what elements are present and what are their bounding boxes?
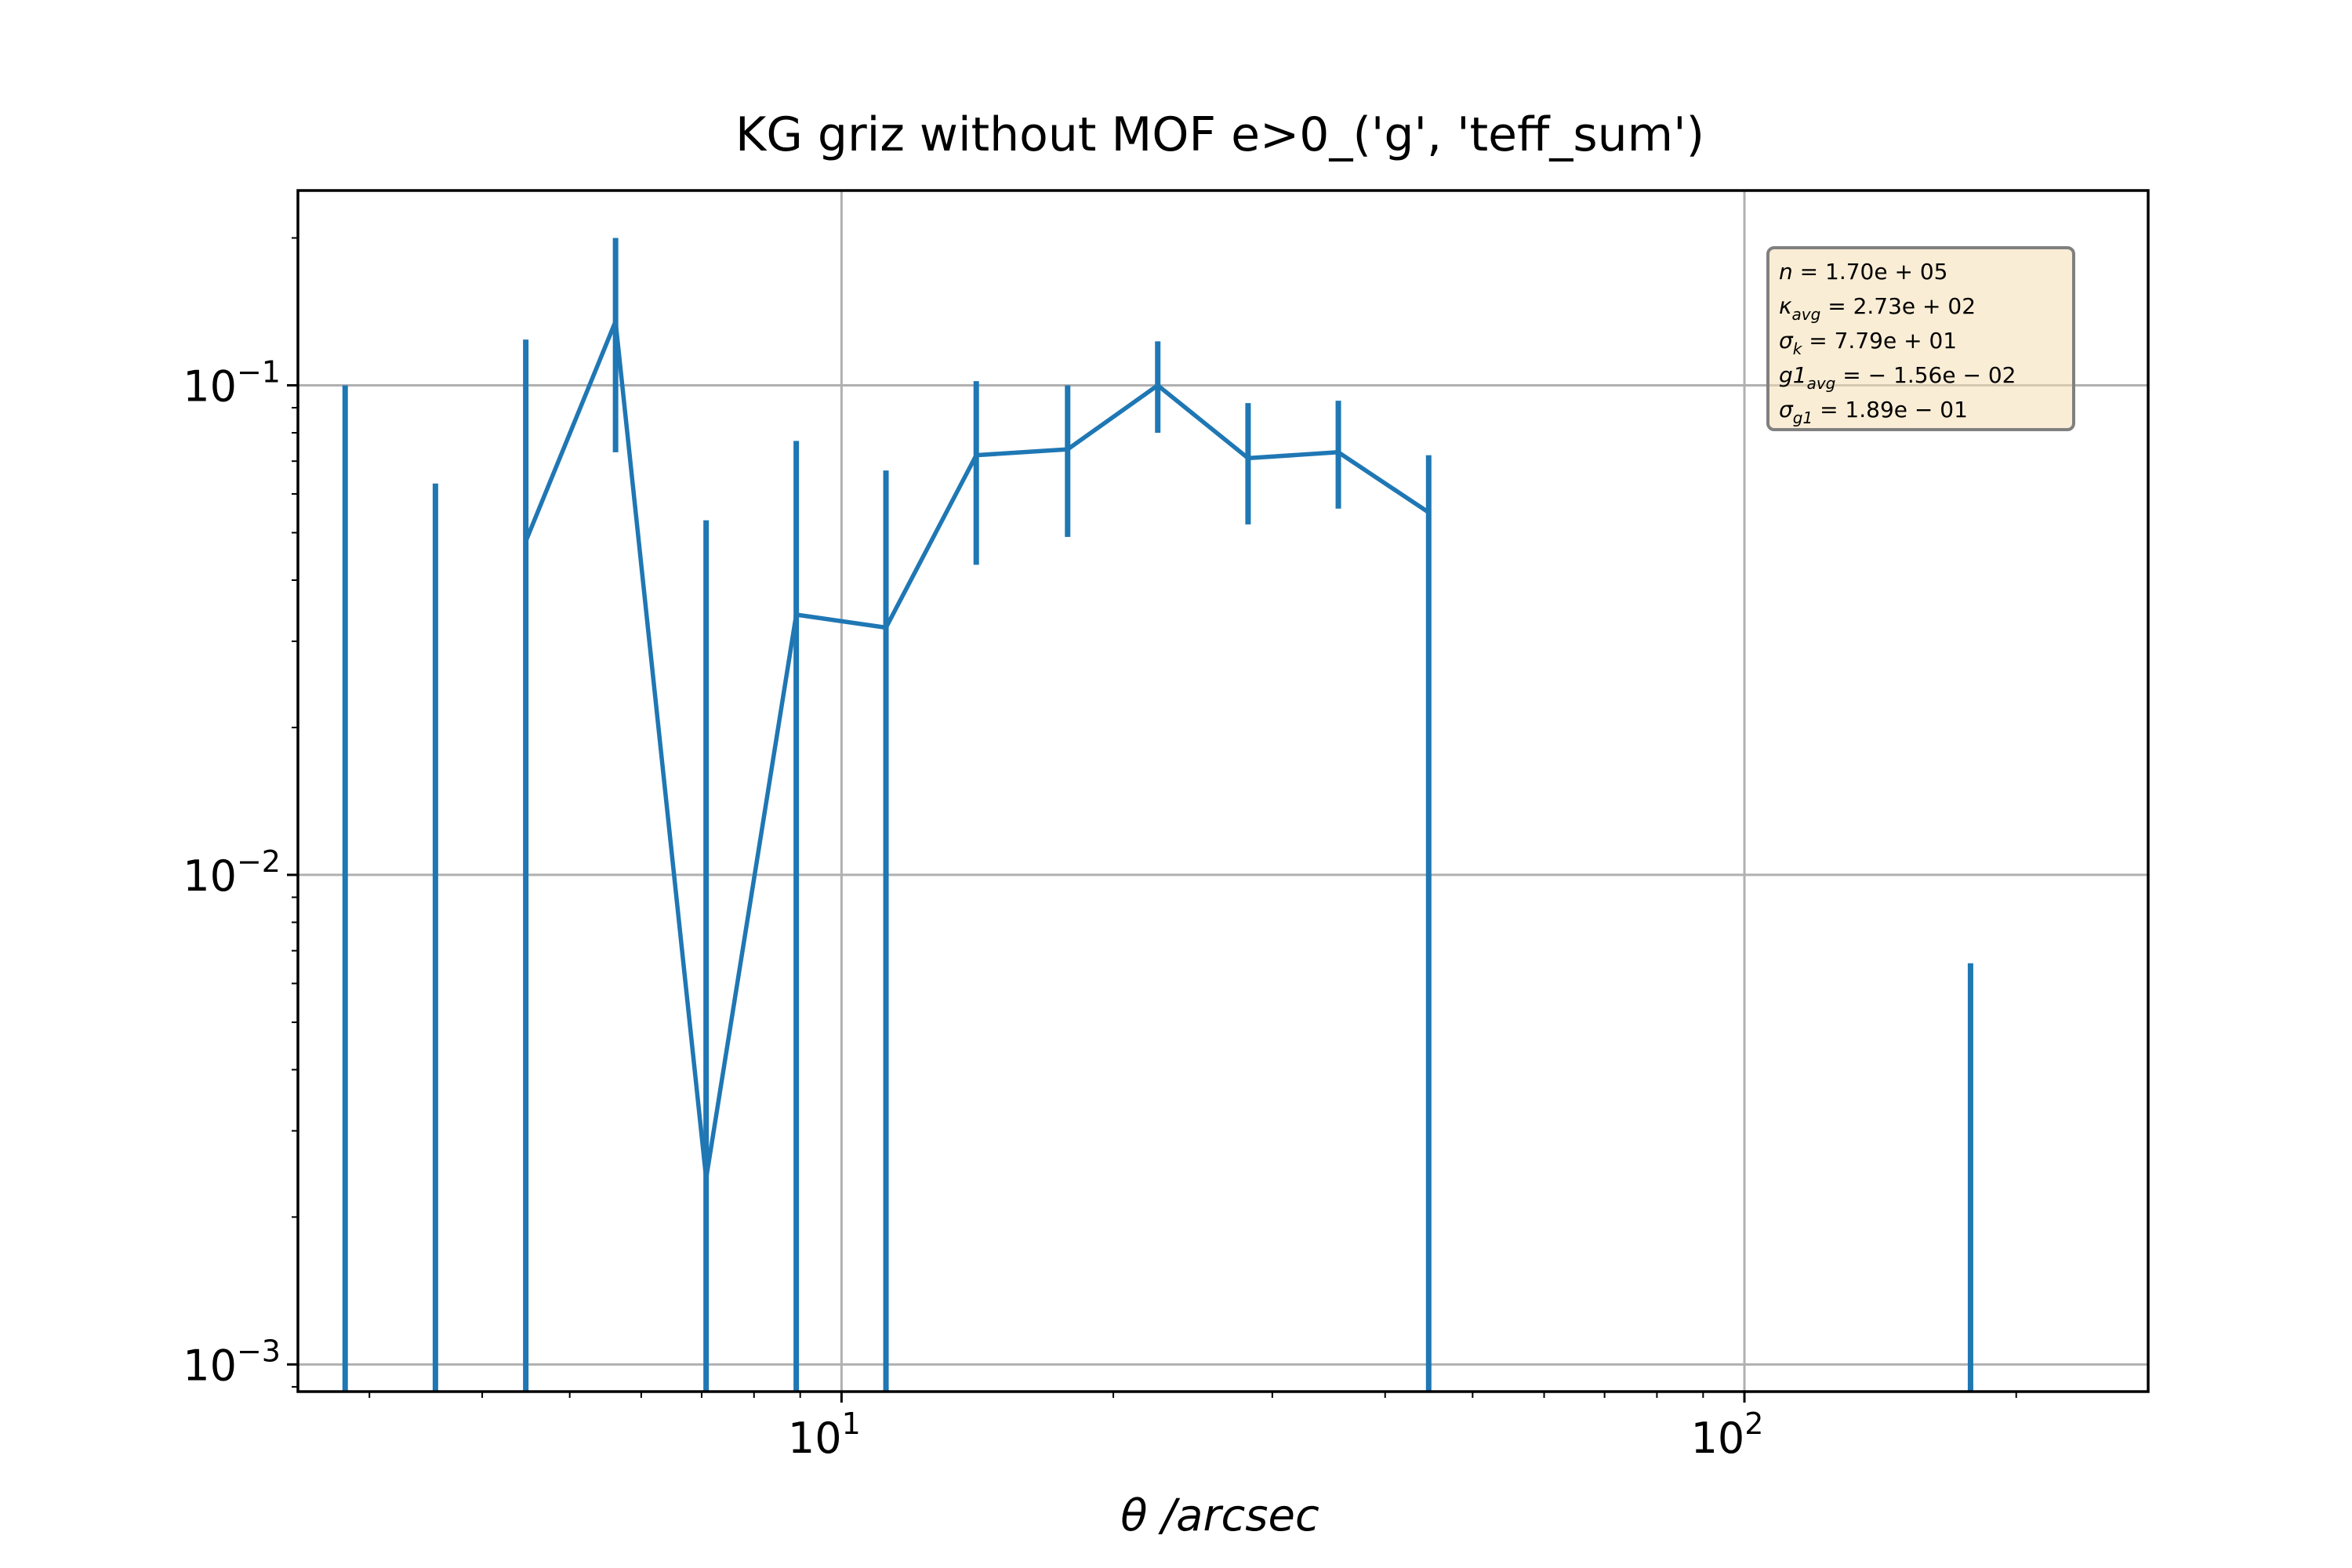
stats-line: σk = 7.79e + 01: [1779, 328, 1957, 358]
stats-box-frame: [1766, 246, 2075, 431]
stats-box: n = 1.70e + 05 κavg = 2.73e + 02 σk = 7.79…: [1766, 246, 2075, 431]
stats-line: n = 1.70e + 05: [1779, 259, 1947, 285]
x-axis-ticks: 101 102: [788, 1392, 1764, 1463]
x-tick-label: 101: [788, 1406, 861, 1463]
stats-line: σg1 = 1.89e − 01: [1779, 397, 1968, 427]
chart-title: KG griz without MOF e>0_('g', 'teff_sum'…: [735, 107, 1704, 162]
grid: [298, 191, 2148, 1392]
series: [342, 238, 1973, 1392]
series-line: [524, 319, 1430, 1181]
plot-frame: [296, 189, 2150, 1393]
y-axis-ticks: 10−3 10−2 10−1: [183, 354, 298, 1390]
stats-line: g1avg = − 1.56e − 02: [1779, 362, 2016, 393]
y-tick-label: 10−3: [183, 1334, 281, 1390]
y-tick-label: 10−1: [183, 354, 281, 411]
x-axis-label: θ /arcsec: [1120, 1490, 1319, 1541]
y-tick-label: 10−2: [183, 844, 281, 901]
x-tick-label: 102: [1691, 1406, 1764, 1463]
stats-line: κavg = 2.73e + 02: [1779, 293, 1976, 324]
